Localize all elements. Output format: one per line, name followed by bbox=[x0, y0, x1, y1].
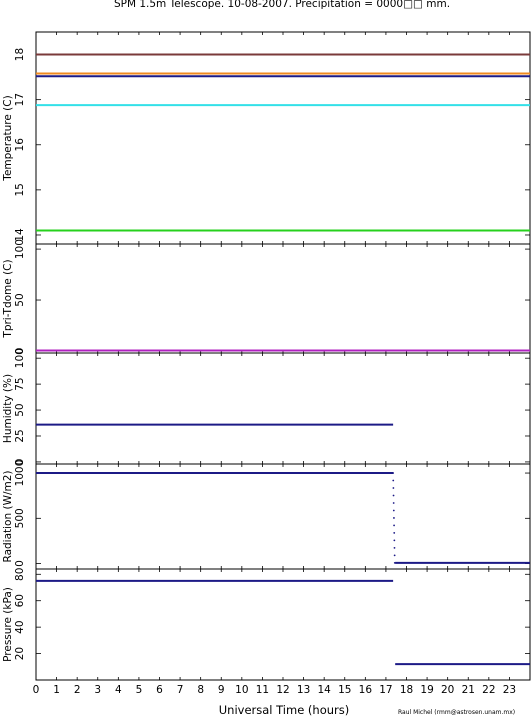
y-axis-label: Tpri-Tdome (C) bbox=[2, 259, 14, 338]
data-point bbox=[393, 517, 395, 519]
credit-text: Raul Michel (rmm@astrosen.unam.mx) bbox=[398, 709, 515, 716]
x-tick-label: 20 bbox=[441, 684, 454, 696]
x-tick-label: 6 bbox=[156, 684, 163, 696]
y-tick-label: 100 bbox=[14, 348, 26, 368]
y-tick-label: 75 bbox=[14, 377, 26, 390]
data-point bbox=[393, 546, 396, 549]
x-tick-label: 1 bbox=[53, 684, 60, 696]
y-tick-label: 16 bbox=[14, 138, 26, 152]
y-tick-label: 1000 bbox=[14, 460, 26, 487]
chart-title: SPM 1.5m Telescope. 10-08-2007. Precipit… bbox=[114, 0, 450, 10]
x-tick-label: 4 bbox=[115, 684, 122, 696]
x-tick-label: 15 bbox=[338, 684, 351, 696]
data-point bbox=[393, 532, 396, 534]
x-tick-label: 10 bbox=[235, 684, 248, 696]
data-point bbox=[393, 554, 396, 557]
x-tick-label: 2 bbox=[74, 684, 81, 696]
data-point bbox=[393, 524, 395, 527]
y-tick-label: 20 bbox=[14, 647, 26, 660]
y-tick-label: 100 bbox=[14, 239, 26, 259]
y-axis-label: Temperature (C) bbox=[2, 95, 14, 181]
x-tick-label: 12 bbox=[276, 684, 289, 696]
y-tick-label: 0 bbox=[14, 348, 26, 355]
y-tick-label: 18 bbox=[14, 48, 26, 61]
x-tick-label: 19 bbox=[420, 684, 433, 696]
x-tick-label: 7 bbox=[177, 684, 184, 696]
x-tick-label: 0 bbox=[33, 684, 40, 696]
data-point bbox=[392, 472, 395, 474]
y-tick-label: 500 bbox=[14, 508, 26, 528]
x-tick-label: 3 bbox=[94, 684, 101, 696]
y-tick-label: 15 bbox=[14, 183, 26, 196]
y-tick-label: 80 bbox=[14, 568, 26, 581]
x-axis-label: Universal Time (hours) bbox=[219, 703, 350, 717]
y-tick-label: 25 bbox=[14, 429, 26, 442]
x-tick-label: 18 bbox=[400, 684, 413, 696]
data-point bbox=[393, 539, 396, 542]
panel-frame bbox=[35, 352, 531, 465]
data-point bbox=[392, 487, 395, 489]
y-tick-label: 60 bbox=[14, 594, 26, 607]
y-tick-label: 50 bbox=[14, 403, 26, 416]
y-tick-label: 40 bbox=[14, 620, 26, 633]
x-tick-label: 16 bbox=[359, 684, 373, 696]
y-tick-label: 0 bbox=[14, 560, 26, 567]
data-point bbox=[392, 502, 395, 504]
x-tick-label: 5 bbox=[136, 684, 143, 696]
data-point bbox=[392, 509, 395, 512]
data-point bbox=[392, 479, 395, 482]
x-tick-label: 8 bbox=[197, 684, 204, 696]
y-axis-label: Radiation (W/m2) bbox=[2, 471, 14, 563]
x-tick-label: 14 bbox=[317, 684, 331, 696]
y-axis-label: Pressure (kPa) bbox=[2, 587, 14, 662]
data-point bbox=[392, 494, 395, 497]
x-tick-label: 21 bbox=[462, 684, 475, 696]
panel-0: 14 15 16 17 18 Temperature (C) bbox=[2, 31, 531, 245]
x-tick-label: 11 bbox=[256, 684, 269, 696]
data-point bbox=[393, 561, 396, 564]
x-tick-label: 22 bbox=[482, 684, 495, 696]
x-tick-label: 9 bbox=[218, 684, 225, 696]
panel-frame bbox=[35, 31, 531, 245]
x-tick-label: 17 bbox=[379, 684, 392, 696]
y-axis-label: Humidity (%) bbox=[2, 374, 14, 443]
y-tick-label: 14 bbox=[14, 228, 26, 242]
x-tick-label: 13 bbox=[297, 684, 310, 696]
panel-frame bbox=[35, 243, 531, 354]
x-tick-label: 23 bbox=[503, 684, 516, 696]
panel-frame bbox=[35, 463, 531, 570]
y-tick-label: 50 bbox=[14, 293, 26, 306]
y-tick-label: 17 bbox=[14, 93, 26, 106]
y-tick-label: 0 bbox=[14, 459, 26, 466]
